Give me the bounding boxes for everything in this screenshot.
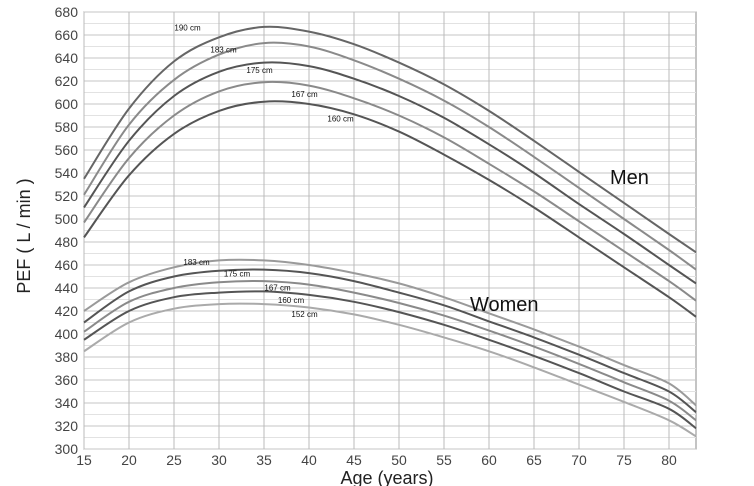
y-tick-label: 360 xyxy=(55,372,79,388)
y-tick-label: 440 xyxy=(55,280,79,296)
y-tick-label: 680 xyxy=(55,4,79,20)
y-tick-label: 580 xyxy=(55,119,79,135)
men-series-label: 160 cm xyxy=(327,114,354,123)
men-series-label: 183 cm xyxy=(210,45,237,54)
women-series-line xyxy=(83,302,697,438)
women-series-label: 183 cm xyxy=(183,258,210,267)
series-labels: 190 cm 183 cm 175 cm 167 cm 160 cm 183 cm 175 … xyxy=(174,23,354,318)
x-tick-label: 35 xyxy=(256,452,272,468)
women-series-line xyxy=(83,290,697,430)
x-tick-label: 20 xyxy=(121,452,137,468)
y-tick-label: 480 xyxy=(55,234,79,250)
women-series-label: 152 cm xyxy=(291,310,318,319)
y-tick-label: 300 xyxy=(55,441,79,457)
women-series-line xyxy=(83,268,697,413)
women-label: Women xyxy=(470,294,539,316)
y-axis-label: PEF ( L / min ) xyxy=(14,178,34,293)
men-series-label: 175 cm xyxy=(246,66,273,75)
men-series-line xyxy=(83,61,697,285)
y-tick-label: 520 xyxy=(55,188,79,204)
x-tick-label: 80 xyxy=(661,452,677,468)
y-tick-label: 400 xyxy=(55,326,79,342)
y-tick-label: 600 xyxy=(55,96,79,112)
x-tick-label: 65 xyxy=(526,452,542,468)
x-tick-label: 30 xyxy=(211,452,227,468)
x-tick-label: 70 xyxy=(571,452,587,468)
x-tick-label: 55 xyxy=(436,452,452,468)
y-tick-label: 500 xyxy=(55,211,79,227)
x-tick-label: 25 xyxy=(166,452,182,468)
men-series-line xyxy=(83,80,697,302)
x-tick-label: 40 xyxy=(301,452,317,468)
men-series-label: 190 cm xyxy=(174,23,201,32)
y-tick-label: 460 xyxy=(55,257,79,273)
x-axis-label: Age (years) xyxy=(340,468,433,486)
men-series-line xyxy=(83,100,697,318)
y-tick-label: 660 xyxy=(55,27,79,43)
men-series-line xyxy=(83,25,697,254)
x-tick-label: 75 xyxy=(616,452,632,468)
series-lines xyxy=(83,25,697,438)
y-tick-label: 560 xyxy=(55,142,79,158)
y-tick-label: 380 xyxy=(55,349,79,365)
women-series-label: 160 cm xyxy=(278,296,305,305)
x-axis-ticks: 15 20 25 30 35 40 45 50 55 60 65 70 75 80 xyxy=(76,452,677,468)
men-label: Men xyxy=(610,167,649,189)
women-series-label: 167 cm xyxy=(264,283,291,292)
y-tick-label: 340 xyxy=(55,395,79,411)
y-axis-ticks: 300 320 340 360 380 400 420 440 460 480 500 520 540 5… xyxy=(55,4,79,457)
women-series-line xyxy=(83,279,697,422)
y-tick-label: 420 xyxy=(55,303,79,319)
x-tick-label: 60 xyxy=(481,452,497,468)
women-series-label: 175 cm xyxy=(224,270,251,279)
x-tick-label: 50 xyxy=(391,452,407,468)
men-series-line xyxy=(83,41,697,271)
y-tick-label: 540 xyxy=(55,165,79,181)
y-tick-label: 620 xyxy=(55,73,79,89)
y-tick-label: 640 xyxy=(55,50,79,66)
x-tick-label: 45 xyxy=(346,452,362,468)
men-series-label: 167 cm xyxy=(291,90,318,99)
x-tick-label: 15 xyxy=(76,452,92,468)
women-series-line xyxy=(83,258,697,407)
y-tick-label: 320 xyxy=(55,418,79,434)
